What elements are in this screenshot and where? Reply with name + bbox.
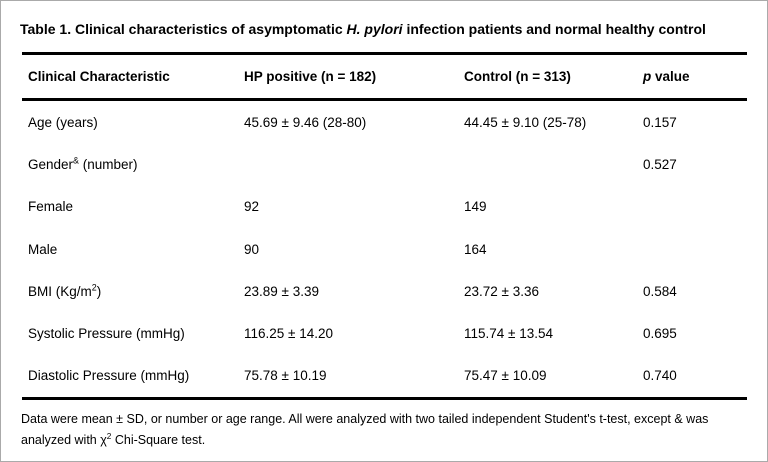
cell-control: 44.45 ± 9.10 (25-78) (464, 114, 587, 130)
clinical-characteristics-table: Clinical Characteristic HP positive (n =… (22, 52, 747, 401)
row-label: Gender& (number) (22, 155, 244, 172)
row-label-post: ) (96, 283, 102, 299)
table-row-female: Female 92 149 (22, 186, 747, 228)
cell-hp-positive: 90 (244, 241, 260, 257)
table-row-age: Age (years) 45.69 ± 9.46 (28-80) 44.45 ±… (22, 101, 747, 143)
row-label-sup: 2 (91, 282, 97, 293)
table-row-bmi: BMI (Kg/m2) 23.89 ± 3.39 23.72 ± 3.36 0.… (22, 270, 747, 312)
table-footnote: Data were mean ± SD, or number or age ra… (21, 409, 753, 451)
table-header-row: Clinical Characteristic HP positive (n =… (22, 52, 747, 101)
footnote-post: Chi-Square test. (111, 433, 206, 447)
table-title-pre: Table 1. Clinical characteristics of asy… (20, 21, 347, 37)
header-p-rest: value (651, 69, 690, 84)
cell-control: 115.74 ± 13.54 (464, 326, 553, 342)
table-row-gender: Gender& (number) 0.527 (22, 143, 747, 185)
header-p-italic: p (643, 69, 652, 84)
row-label: Diastolic Pressure (mmHg) (22, 368, 244, 383)
table-title-post: infection patients and normal healthy co… (402, 21, 706, 37)
row-label: BMI (Kg/m2) (22, 282, 244, 299)
table-title-species-italic: H. pylori (346, 21, 403, 37)
header-control: Control (n = 313) (464, 69, 571, 84)
cell-hp-positive: 116.25 ± 14.20 (244, 326, 333, 342)
footnote-pre: Data were mean ± SD, or number or age ra… (21, 412, 709, 447)
table-title: Table 1. Clinical characteristics of asy… (20, 21, 750, 37)
row-label-sup: & (73, 155, 79, 166)
row-label: Male (22, 242, 244, 257)
cell-hp-positive: 45.69 ± 9.46 (28-80) (244, 114, 367, 130)
table-row-diastolic-pressure: Diastolic Pressure (mmHg) 75.78 ± 10.19 … (22, 355, 747, 397)
row-label-text: BMI (Kg/m (28, 283, 92, 299)
table-row-systolic-pressure: Systolic Pressure (mmHg) 116.25 ± 14.20 … (22, 312, 747, 354)
cell-p-value: 0.157 (643, 114, 677, 130)
header-hp-positive: HP positive (n = 182) (244, 69, 377, 84)
footnote-chi-exponent: 2 (106, 431, 112, 441)
row-label-text: Gender (28, 156, 74, 172)
cell-hp-positive: 75.78 ± 10.19 (244, 368, 327, 384)
cell-control: 23.72 ± 3.36 (464, 283, 539, 299)
cell-hp-positive: 92 (244, 199, 260, 215)
row-label: Age (years) (22, 115, 244, 130)
cell-hp-positive: 23.89 ± 3.39 (244, 283, 319, 299)
cell-control: 149 (464, 199, 487, 215)
row-label-text: Diastolic Pressure (mmHg) (28, 368, 190, 384)
row-label-text: Systolic Pressure (mmHg) (28, 326, 185, 342)
row-label-text: Male (28, 241, 58, 257)
cell-p-value: 0.740 (643, 368, 677, 384)
cell-p-value: 0.695 (643, 326, 677, 342)
row-label: Female (22, 199, 244, 214)
table-row-male: Male 90 164 (22, 228, 747, 270)
cell-p-value: 0.584 (643, 283, 677, 299)
cell-control: 75.47 ± 10.09 (464, 368, 547, 384)
table-body: Age (years) 45.69 ± 9.46 (28-80) 44.45 ±… (22, 101, 747, 401)
row-label-text: Age (years) (28, 114, 98, 130)
cell-control: 164 (464, 241, 487, 257)
row-label-post: (number) (78, 156, 138, 172)
row-label-text: Female (28, 199, 74, 215)
row-label: Systolic Pressure (mmHg) (22, 326, 244, 341)
header-clinical-characteristic: Clinical Characteristic (28, 69, 170, 84)
cell-p-value: 0.527 (643, 156, 677, 172)
header-p-value: p value (643, 69, 747, 84)
